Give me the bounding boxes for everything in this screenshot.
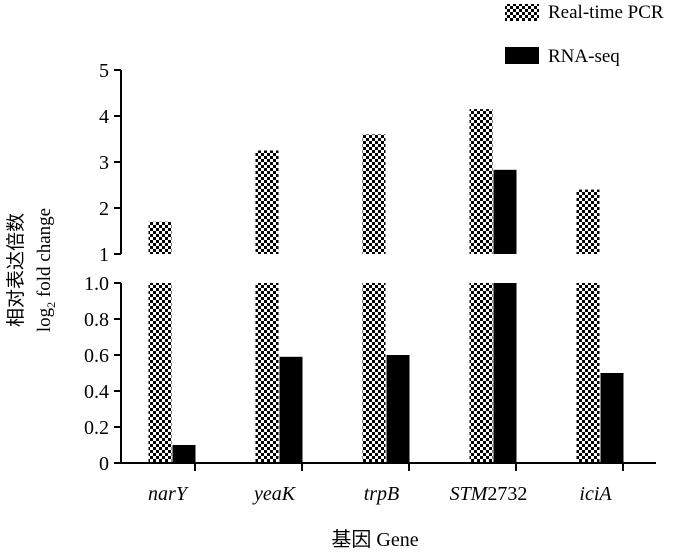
y-axis-title-log-rest: fold change bbox=[34, 208, 55, 302]
y-axis-title-log-word: log bbox=[34, 307, 55, 332]
bar-real-time-pcr-yeak-upper bbox=[255, 150, 279, 254]
y-axis-title-log: log2 fold change bbox=[34, 208, 58, 332]
bar-rna-seq-trpb bbox=[386, 355, 410, 463]
bars-layer bbox=[148, 109, 624, 463]
y-tick-label-lower-0-4: 0.4 bbox=[84, 381, 109, 403]
bar-real-time-pcr-yeak-lower bbox=[255, 283, 279, 463]
y-tick-label-upper-3: 3 bbox=[99, 152, 109, 174]
bar-rna-seq-stm2732-upper bbox=[493, 169, 517, 254]
y-axis-title-log-subscript: 2 bbox=[44, 302, 58, 308]
bar-real-time-pcr-icia-upper bbox=[576, 189, 600, 254]
y-tick-label-lower-0-2: 0.2 bbox=[84, 417, 109, 439]
y-axis: 1 2 3 4 5 0 0.2 0.4 0.6 0.8 1.0 bbox=[84, 60, 122, 475]
bar-real-time-pcr-icia-lower bbox=[576, 283, 600, 463]
bar-real-time-pcr-nary-upper bbox=[148, 221, 172, 254]
x-axis-title: 基因 Gene bbox=[331, 528, 418, 551]
y-tick-label-upper-4: 4 bbox=[99, 106, 109, 128]
bar-real-time-pcr-stm2732-lower bbox=[469, 283, 493, 463]
bar-real-time-pcr-stm2732-upper bbox=[469, 109, 493, 254]
x-tick-label-stm2732: STM2732 bbox=[450, 483, 528, 505]
bar-real-time-pcr-nary-lower bbox=[148, 283, 172, 463]
legend: Real-time PCR RNA-seq bbox=[505, 2, 664, 67]
y-axis-title: 相对表达倍数 bbox=[5, 213, 27, 327]
bar-rna-seq-yeak bbox=[279, 356, 303, 463]
bar-real-time-pcr-trpb-lower bbox=[362, 283, 386, 463]
y-tick-label-upper-1: 1 bbox=[99, 244, 109, 266]
y-tick-label-lower-0: 0 bbox=[99, 453, 109, 475]
x-tick-label-icia: iciA bbox=[579, 483, 612, 505]
x-tick-label-nary: narY bbox=[148, 483, 189, 505]
legend-label-rna-seq: RNA-seq bbox=[548, 46, 620, 67]
bar-real-time-pcr-trpb-upper bbox=[362, 134, 386, 254]
bar-rna-seq-nary bbox=[172, 445, 196, 463]
legend-swatch-rna-seq bbox=[505, 47, 539, 64]
y-tick-label-upper-5: 5 bbox=[99, 60, 109, 82]
y-tick-label-lower-0-8: 0.8 bbox=[84, 309, 109, 331]
y-tick-label-lower-1-0: 1.0 bbox=[84, 273, 109, 295]
bar-rna-seq-stm2732-lower bbox=[493, 283, 517, 463]
x-axis: narY yeaK trpB STM2732 iciA bbox=[121, 462, 656, 505]
x-tick-label-trpb: trpB bbox=[364, 483, 400, 505]
x-tick-label-yeak: yeaK bbox=[252, 483, 297, 505]
legend-swatch-real-time-pcr bbox=[505, 4, 539, 21]
y-tick-label-lower-0-6: 0.6 bbox=[84, 345, 109, 367]
legend-label-real-time-pcr: Real-time PCR bbox=[548, 2, 664, 23]
y-tick-label-upper-2: 2 bbox=[99, 198, 109, 220]
y-axis-title-cn: 相对表达倍数 bbox=[5, 213, 27, 327]
bar-rna-seq-icia bbox=[600, 373, 624, 463]
y-axis-title-log-text: log2 fold change bbox=[34, 208, 58, 332]
